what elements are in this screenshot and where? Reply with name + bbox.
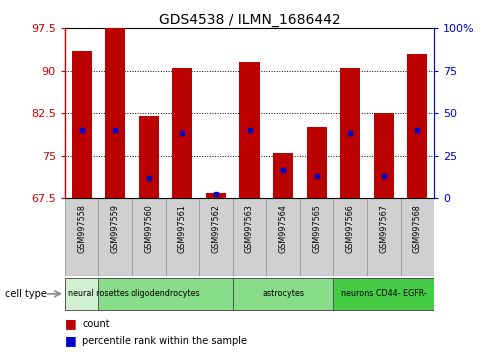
Text: oligodendrocytes: oligodendrocytes xyxy=(131,289,201,298)
Title: GDS4538 / ILMN_1686442: GDS4538 / ILMN_1686442 xyxy=(159,13,340,27)
Bar xyxy=(206,193,226,198)
Text: GSM997567: GSM997567 xyxy=(379,205,388,253)
Bar xyxy=(266,198,300,276)
Text: GSM997559: GSM997559 xyxy=(111,205,120,253)
Bar xyxy=(172,68,193,198)
Text: GSM997560: GSM997560 xyxy=(144,205,153,253)
Text: astrocytes: astrocytes xyxy=(262,289,304,298)
Text: GSM997566: GSM997566 xyxy=(346,205,355,253)
Text: GSM997564: GSM997564 xyxy=(278,205,287,253)
Text: GSM997561: GSM997561 xyxy=(178,205,187,253)
Bar xyxy=(306,127,327,198)
Bar xyxy=(374,113,394,198)
Bar xyxy=(233,278,333,310)
Text: GSM997568: GSM997568 xyxy=(413,205,422,253)
Bar xyxy=(105,28,125,198)
Text: ■: ■ xyxy=(65,334,77,347)
Bar xyxy=(166,198,199,276)
Text: ■: ■ xyxy=(65,318,77,330)
Text: percentile rank within the sample: percentile rank within the sample xyxy=(82,336,248,346)
Bar xyxy=(71,51,92,198)
Bar xyxy=(367,198,401,276)
Bar xyxy=(273,153,293,198)
Bar xyxy=(98,278,233,310)
Bar xyxy=(65,198,98,276)
Text: neural rosettes: neural rosettes xyxy=(68,289,129,298)
Bar xyxy=(139,116,159,198)
Text: GSM997558: GSM997558 xyxy=(77,205,86,253)
Text: cell type: cell type xyxy=(5,289,47,299)
Text: count: count xyxy=(82,319,110,329)
Bar xyxy=(340,68,360,198)
Text: GSM997565: GSM997565 xyxy=(312,205,321,253)
Bar xyxy=(65,278,132,310)
Bar xyxy=(132,198,166,276)
Bar xyxy=(240,62,259,198)
Bar xyxy=(98,198,132,276)
Bar xyxy=(233,198,266,276)
Bar xyxy=(401,198,434,276)
Bar xyxy=(199,198,233,276)
Text: neurons CD44- EGFR-: neurons CD44- EGFR- xyxy=(341,289,427,298)
Bar xyxy=(300,198,333,276)
Bar xyxy=(333,278,434,310)
Text: GSM997563: GSM997563 xyxy=(245,205,254,253)
Bar xyxy=(407,54,428,198)
Bar xyxy=(333,198,367,276)
Text: GSM997562: GSM997562 xyxy=(212,205,221,253)
